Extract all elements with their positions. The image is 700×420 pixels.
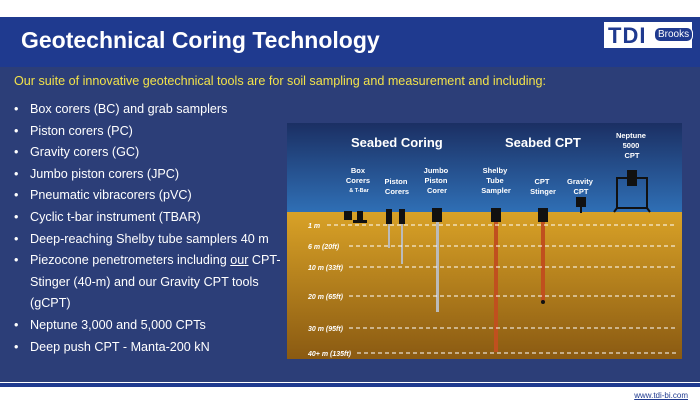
label-jumbo-line2: Piston [424, 176, 447, 185]
footer-website-link[interactable]: www.tdi-bi.com [634, 391, 688, 400]
tdi-brooks-logo: TDI Brooks [603, 21, 694, 49]
label-neptune-line1: Neptune [616, 131, 646, 140]
bullet-tbar: Cyclic t-bar instrument (TBAR) [14, 207, 286, 229]
label-stinger-line1: CPT [534, 177, 549, 186]
label-neptune-line2: 5000 [623, 141, 640, 150]
label-neptune-line3: CPT [625, 151, 640, 160]
coring-depth-diagram: Seabed Coring Seabed CPT Box Corers & T-… [287, 123, 682, 359]
jumbo-corer-barrel [436, 222, 439, 312]
neptune-cpt-leg-left [613, 207, 618, 213]
depth-label-30m: 30 m (95ft) [308, 326, 344, 333]
label-shelby-line1: Shelby [483, 166, 508, 175]
label-shelby-line2: Tube [486, 176, 503, 185]
label-jumbo-line1: Jumbo [424, 166, 449, 175]
neptune-cpt-core [627, 170, 637, 186]
logo-sub-text: Brooks [654, 27, 694, 42]
tool-bullet-list: Box corers (BC) and grab samplers Piston… [14, 99, 286, 358]
piston-corer-head-1 [386, 209, 392, 224]
bullet-manta: Deep push CPT - Manta-200 kN [14, 337, 286, 359]
tbar-head [353, 220, 367, 223]
label-shelby-line3: Sampler [481, 186, 511, 195]
label-jumbo-line3: Corer [427, 186, 447, 195]
logo-main-text: TDI [608, 23, 647, 48]
label-piston-line2: Corers [385, 187, 409, 196]
tbar-tool [357, 211, 363, 222]
cpt-stinger-head [538, 208, 548, 222]
seabed-sediment [287, 212, 682, 359]
label-shelby-tube: Shelby Tube Sampler [481, 166, 511, 195]
gravity-cpt-rod [580, 207, 582, 213]
bullet-gravity-corers: Gravity corers (GC) [14, 142, 286, 164]
label-piston-corers: Piston Corers [384, 177, 409, 196]
depth-label-6m: 6 m (20ft) [308, 244, 340, 251]
depth-label-1m: 1 m [308, 223, 320, 230]
label-box-line3: & T-Bar [349, 188, 369, 194]
bullet-box-corers: Box corers (BC) and grab samplers [14, 99, 286, 121]
footer-rule [0, 383, 700, 387]
heading-seabed-coring: Seabed Coring [351, 135, 443, 150]
bullet-piezocone-suffix: CPT-Stinger (40-m) and our Gravity CPT t… [30, 253, 281, 311]
label-stinger-line2: Stinger [530, 187, 556, 196]
bullet-shelby-tube: Deep-reaching Shelby tube samplers 40 m [14, 229, 286, 251]
label-box-line2: Corers [346, 176, 370, 185]
box-corer-tool [344, 211, 352, 220]
label-box-corers: Box Corers & T-Bar [346, 166, 372, 194]
depth-label-10m: 10 m (33ft) [308, 265, 344, 272]
label-neptune-cpt: Neptune 5000 CPT [616, 131, 648, 160]
our-link[interactable]: our [230, 253, 249, 268]
label-box-line1: Box [351, 166, 366, 175]
bullet-vibracorers: Pneumatic vibracorers (pVC) [14, 185, 286, 207]
shelby-tube-rod [494, 222, 498, 352]
neptune-cpt-frame [613, 170, 651, 213]
bullet-piezocone: Piezocone penetrometers including our CP… [14, 250, 286, 315]
piston-corer-barrel-1 [388, 224, 390, 248]
bullet-neptune: Neptune 3,000 and 5,000 CPTs [14, 315, 286, 337]
cpt-stinger-rod [541, 222, 545, 302]
label-piston-line1: Piston [384, 177, 407, 186]
gravity-cpt-head [576, 197, 586, 207]
bullet-piezocone-prefix: Piezocone penetrometers including [30, 253, 231, 268]
piston-corer-barrel-2 [401, 224, 403, 264]
depth-label-40m: 40+ m (135ft) [307, 351, 352, 358]
bullet-piston-corers: Piston corers (PC) [14, 121, 286, 143]
slide-subtitle: Our suite of innovative geotechnical too… [14, 74, 547, 88]
cpt-stinger-tip [541, 300, 545, 304]
label-cpt-stinger: CPT Stinger [530, 177, 556, 196]
depth-label-20m: 20 m (65ft) [307, 294, 344, 301]
content-area: Our suite of innovative geotechnical too… [0, 67, 700, 382]
label-jumbo-corer: Jumbo Piston Corer [424, 166, 451, 195]
label-gravity-line2: CPT [574, 187, 589, 196]
neptune-cpt-leg-right [646, 207, 651, 213]
bullet-jumbo-piston-corers: Jumbo piston corers (JPC) [14, 164, 286, 186]
shelby-tube-head [491, 208, 501, 222]
label-gravity-line1: Gravity [567, 177, 594, 186]
slide-title: Geotechnical Coring Technology [21, 27, 380, 53]
heading-seabed-cpt: Seabed CPT [505, 135, 581, 150]
piston-corer-head-2 [399, 209, 405, 224]
jumbo-corer-head [432, 208, 442, 222]
label-gravity-cpt: Gravity CPT [567, 177, 595, 196]
title-bar: Geotechnical Coring Technology TDI Brook… [0, 17, 700, 67]
